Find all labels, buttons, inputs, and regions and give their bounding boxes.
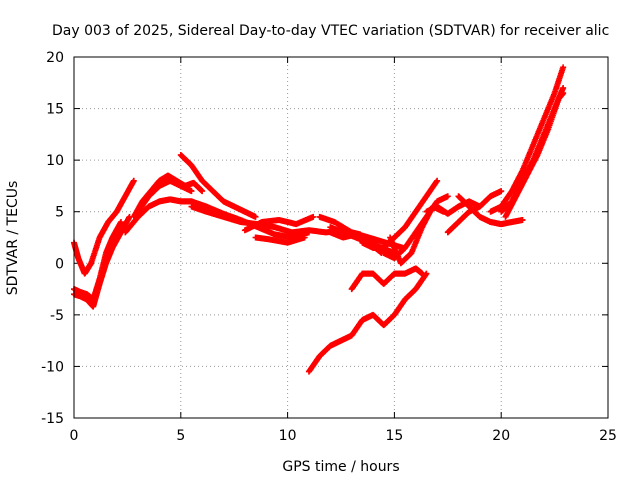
data-point <box>199 188 206 195</box>
y-tick-label: -10 <box>41 359 64 375</box>
chart-title: Day 003 of 2025, Sidereal Day-to-day VTE… <box>52 23 609 39</box>
y-tick-label: 10 <box>46 153 64 169</box>
data-point <box>310 213 317 220</box>
y-axis-label: SDTVAR / TECUs <box>5 181 21 296</box>
data-point <box>560 90 567 97</box>
data-point <box>188 188 195 195</box>
y-tick-label: 5 <box>55 205 64 221</box>
x-tick-label: 10 <box>279 428 297 444</box>
y-tick-label: 0 <box>55 256 64 272</box>
data-point <box>560 64 567 71</box>
y-tick-label: 15 <box>46 102 64 118</box>
data-point <box>130 177 137 184</box>
data-point <box>305 229 312 236</box>
data-point <box>560 84 567 91</box>
data-point <box>444 193 451 200</box>
data-point <box>252 213 259 220</box>
data-point <box>301 234 308 241</box>
x-tick-label: 25 <box>599 428 617 444</box>
y-tick-label: -15 <box>41 411 64 427</box>
data-marks <box>71 64 567 375</box>
data-point <box>423 270 430 277</box>
data-point <box>476 203 483 210</box>
data-point <box>498 188 505 195</box>
x-axis-label: GPS time / hours <box>282 459 399 475</box>
data-point <box>434 177 441 184</box>
y-tick-label: -5 <box>50 308 64 324</box>
x-tick-label: 5 <box>176 428 185 444</box>
x-tick-labels: 0 5 10 15 20 25 <box>70 428 617 444</box>
plot-frame <box>73 56 609 419</box>
x-tick-label: 15 <box>385 428 403 444</box>
y-tick-labels: -15 -10 -5 0 5 10 15 20 <box>41 50 64 427</box>
y-tick-label: 20 <box>46 50 64 66</box>
x-tick-label: 20 <box>492 428 510 444</box>
data-point <box>117 219 124 226</box>
x-tick-label: 0 <box>70 428 79 444</box>
data-point <box>519 216 526 223</box>
